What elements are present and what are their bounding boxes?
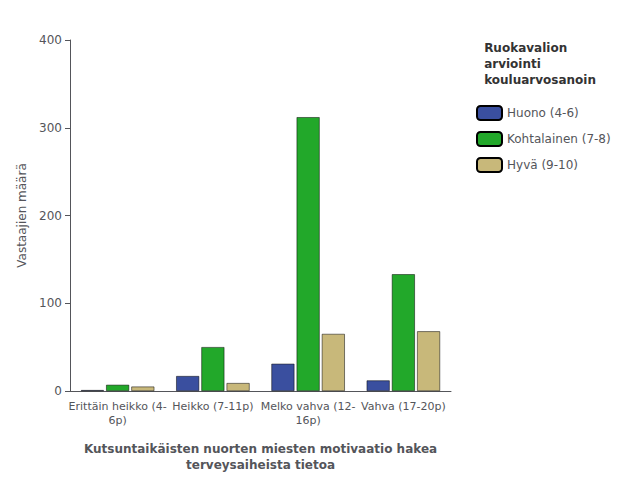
- svg-text:Huono (4-6): Huono (4-6): [507, 106, 579, 120]
- svg-text:400: 400: [39, 33, 62, 47]
- svg-text:Erittäin heikko (4-: Erittäin heikko (4-: [69, 400, 167, 413]
- svg-text:arviointi: arviointi: [484, 57, 541, 71]
- svg-text:100: 100: [39, 296, 62, 310]
- svg-text:kouluarvosanoin: kouluarvosanoin: [484, 73, 596, 87]
- svg-text:Kutsuntaikäisten nuorten miest: Kutsuntaikäisten nuorten miesten motivaa…: [84, 442, 437, 456]
- svg-text:Ruokavalion: Ruokavalion: [484, 41, 567, 55]
- svg-text:16p): 16p): [295, 414, 320, 427]
- svg-text:Heikko (7-11p): Heikko (7-11p): [172, 400, 253, 413]
- svg-text:300: 300: [39, 121, 62, 135]
- svg-text:Vahva (17-20p): Vahva (17-20p): [361, 400, 446, 413]
- svg-text:0: 0: [54, 384, 62, 398]
- svg-text:200: 200: [39, 209, 62, 223]
- svg-text:Vastaajien määrä: Vastaajien määrä: [15, 163, 29, 267]
- svg-text:Kohtalainen (7-8): Kohtalainen (7-8): [507, 132, 611, 146]
- svg-text:Hyvä (9-10): Hyvä (9-10): [507, 158, 578, 172]
- svg-text:terveysaiheista tietoa: terveysaiheista tietoa: [186, 458, 335, 472]
- svg-text:Melko vahva (12-: Melko vahva (12-: [261, 400, 356, 413]
- svg-text:6p): 6p): [108, 414, 126, 427]
